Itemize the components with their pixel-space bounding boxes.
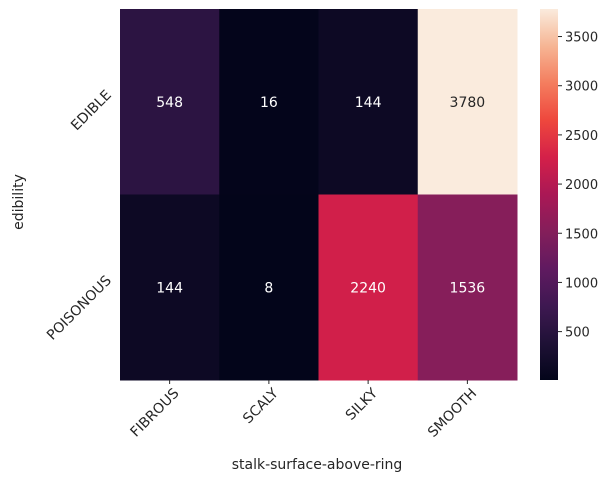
cell-value-label: 2240 [350,280,386,296]
y-tick-label: POISONOUS [44,273,115,344]
colorbar-tick-label: 500 [565,326,590,341]
colorbar-tick-label: 3500 [565,31,598,46]
cell-value-label: 144 [355,95,382,111]
cell-value-label: 1536 [450,280,486,296]
heatmap-cell [219,9,319,195]
x-axis-title: stalk-surface-above-ring [232,457,403,473]
y-axis-ticks: EDIBLE POISONOUS [44,87,115,343]
colorbar-tick-label: 1500 [565,227,598,242]
heatmap-cell-labels: 548 16 144 3780 144 8 2240 1536 [156,95,485,297]
colorbar [540,9,558,380]
x-tick-label: SCALY [240,385,282,427]
colorbar-tick-label: 2500 [565,129,598,144]
heatmap-cell [318,194,419,381]
colorbar-tick-label: 3000 [565,80,598,95]
heatmap-cell [417,194,518,381]
cell-value-label: 3780 [450,95,486,111]
cell-value-label: 548 [156,95,183,111]
heatmap-cell [417,9,518,195]
x-tick-label: SMOOTH [425,386,480,441]
heatmap-cell [120,194,220,381]
heatmap-cells [120,9,518,381]
colorbar-tick-label: 1000 [565,276,598,291]
colorbar-ticks: 500 1000 1500 2000 2500 3000 3500 [558,31,598,341]
cell-value-label: 144 [156,280,183,296]
cell-value-label: 8 [264,280,273,296]
heatmap-cell [120,9,220,195]
heatmap-cell [219,194,319,381]
y-tick-label: EDIBLE [68,87,115,134]
heatmap-cell [318,9,419,195]
cell-value-label: 16 [260,95,278,111]
y-axis-title: edibility [11,174,27,230]
x-tick-label: SILKY [343,385,382,424]
colorbar-tick-label: 2000 [565,178,598,193]
x-axis-ticks: FIBROUS SCALY SILKY SMOOTH [128,380,480,441]
x-tick-label: FIBROUS [128,385,183,440]
